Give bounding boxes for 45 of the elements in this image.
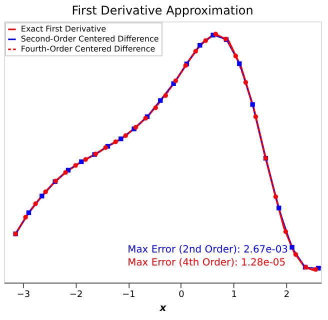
- legend-label: Fourth-Order Centered Difference: [20, 44, 156, 54]
- point: [193, 48, 198, 54]
- point: [33, 201, 38, 206]
- legend-label: Second-Order Centered Difference: [20, 34, 159, 44]
- point: [293, 252, 298, 257]
- point: [250, 102, 255, 107]
- point: [243, 80, 248, 85]
- point: [63, 170, 68, 175]
- point: [276, 206, 282, 210]
- x-axis-title: x: [158, 303, 167, 314]
- point: [153, 105, 158, 110]
- point: [43, 189, 48, 194]
- x-tick-label: 2: [284, 290, 290, 300]
- point: [26, 210, 32, 216]
- annotation: Max Error (2nd Order): 2.67e-03: [128, 244, 288, 256]
- point: [283, 229, 288, 234]
- point: [173, 78, 178, 84]
- point: [253, 114, 258, 120]
- chart-title: First Derivative Approximation: [72, 3, 254, 18]
- point: [40, 194, 44, 198]
- point: [198, 42, 202, 48]
- point: [23, 214, 28, 220]
- point: [73, 163, 78, 168]
- point: [103, 145, 108, 150]
- x-tick-label: −2: [69, 290, 83, 300]
- point: [123, 133, 128, 138]
- x-tick-label: 1: [231, 290, 237, 300]
- point: [203, 38, 208, 43]
- x-tick-label: −3: [16, 290, 30, 300]
- point: [113, 139, 118, 144]
- point: [118, 136, 124, 142]
- annotation: Max Error (4th Order): 1.28e-05: [128, 258, 286, 269]
- x-tick-label: −1: [122, 290, 136, 300]
- point: [163, 93, 168, 98]
- point: [237, 61, 242, 66]
- point: [313, 267, 318, 272]
- point: [79, 159, 84, 164]
- point: [158, 98, 163, 103]
- point: [290, 244, 294, 250]
- point: [213, 32, 218, 36]
- point: [233, 54, 238, 58]
- point: [83, 157, 88, 162]
- point: [273, 194, 278, 200]
- x-tick-label: 0: [178, 290, 185, 300]
- legend-label: Exact First Derivative: [20, 24, 106, 34]
